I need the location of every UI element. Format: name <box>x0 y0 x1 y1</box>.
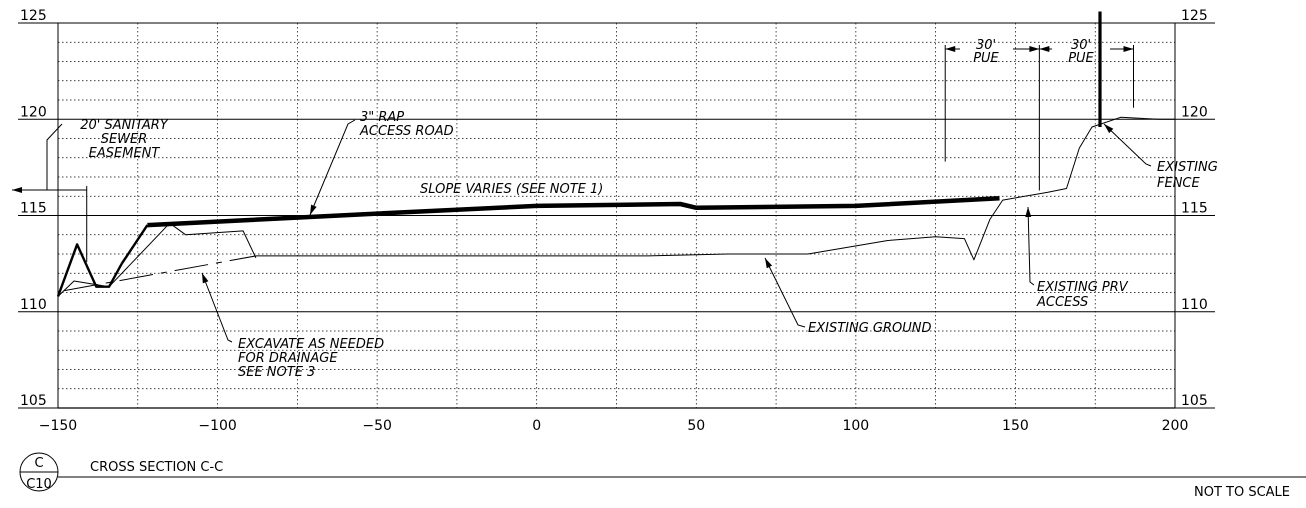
plot-frame <box>57 23 1176 409</box>
annotation-prv-access-line: ACCESS <box>1036 295 1088 310</box>
profile-excavation-line <box>64 255 256 292</box>
annotation-existing-fence-line: FENCE <box>1157 176 1200 191</box>
annotation-sanitary-easement-line: 20' SANITARY <box>80 118 169 133</box>
fence-leader <box>1103 123 1152 167</box>
annotation-rap-road-line: 3" RAP <box>360 110 404 125</box>
y-tick-label-right: 125 <box>1181 8 1208 24</box>
section-title: CROSS SECTION C-C <box>90 460 223 475</box>
y-tick-label-left: 110 <box>20 297 47 313</box>
annotation-pue-left-line: PUE <box>973 51 999 66</box>
easement-leader <box>46 123 63 190</box>
pue-dim-right-b-arrowhead <box>1123 46 1134 52</box>
pue-dim-right-a-arrowhead <box>1039 46 1050 52</box>
y-tick-label-left: 115 <box>20 201 47 217</box>
x-tick-label: −100 <box>198 418 236 434</box>
section-marker-top: C <box>34 456 43 471</box>
annotation-sanitary-easement-line: SEWER <box>101 132 148 147</box>
annotation-prv-access-line: EXISTING PRV <box>1037 280 1129 295</box>
y-tick-label-left: 125 <box>20 8 47 24</box>
profile-lines <box>56 11 1175 297</box>
fence-leader-arrowhead <box>1104 124 1114 134</box>
pue-dim-left-a-arrowhead <box>945 46 956 52</box>
annotation-excavate-drainage-line: EXCAVATE AS NEEDED <box>238 337 384 352</box>
prv-access-leader-arrowhead <box>1025 207 1032 218</box>
existing-ground-leader-arrowhead <box>765 258 773 269</box>
rap-road-leader-arrowhead <box>310 204 317 215</box>
prv-access-leader <box>1027 206 1035 286</box>
annotation-excavate-drainage-line: FOR DRAINAGE <box>238 351 338 366</box>
section-marker: C C10 <box>19 452 59 492</box>
excavate-leader-arrowhead <box>202 273 209 284</box>
annotation-existing-fence-line: EXISTING <box>1157 160 1218 175</box>
x-tick-label: −150 <box>39 418 77 434</box>
profile-road-side-slope <box>120 224 149 265</box>
y-tick-label-left: 120 <box>20 104 47 120</box>
profile-ditch-profile <box>56 243 123 297</box>
y-tick-label-right: 120 <box>1181 104 1208 120</box>
annotation-pue-right-line: 30' <box>1071 38 1091 53</box>
profile-access-road <box>147 195 1000 228</box>
existing-ground-leader <box>764 257 806 328</box>
x-tick-label: 0 <box>532 418 541 434</box>
scale-note: NOT TO SCALE <box>1194 485 1290 500</box>
annotation-pue-left-line: 30' <box>976 38 996 53</box>
x-tick-label: 50 <box>687 418 705 434</box>
section-marker-bottom: C10 <box>26 477 52 492</box>
annotation-pue-right-line: PUE <box>1068 51 1094 66</box>
annotation-rap-road-line: ACCESS ROAD <box>359 124 454 139</box>
rap-road-leader <box>309 119 356 216</box>
profile-existing-ground <box>255 116 1175 261</box>
axis-tick-labels: −150 −100 −50 0 50 100 150 200 105 105 110 110 115 11… <box>20 8 1208 434</box>
x-tick-label: 100 <box>842 418 869 434</box>
y-tick-label-right: 110 <box>1181 297 1208 313</box>
annotation-sanitary-easement-line: EASEMENT <box>89 146 161 161</box>
annotation-slope-varies-line: SLOPE VARIES (SEE NOTE 1) <box>420 182 603 197</box>
pue-dim-left-b-arrowhead <box>1029 46 1040 52</box>
x-tick-label: 150 <box>1002 418 1029 434</box>
y-tick-label-left: 105 <box>20 393 47 409</box>
leader-lines <box>12 45 1152 343</box>
annotation-existing-ground-line: EXISTING GROUND <box>808 321 932 336</box>
excavate-leader <box>201 272 233 343</box>
x-tick-label: 200 <box>1162 418 1189 434</box>
easement-dimension-line-arrowhead <box>12 187 22 193</box>
y-tick-label-right: 105 <box>1181 393 1208 409</box>
profile-proposed-grade <box>57 222 257 297</box>
x-tick-label: −50 <box>362 418 392 434</box>
elevation-grid <box>18 22 1215 409</box>
y-tick-label-right: 115 <box>1181 201 1208 217</box>
annotation-excavate-drainage-line: SEE NOTE 3 <box>238 365 315 380</box>
